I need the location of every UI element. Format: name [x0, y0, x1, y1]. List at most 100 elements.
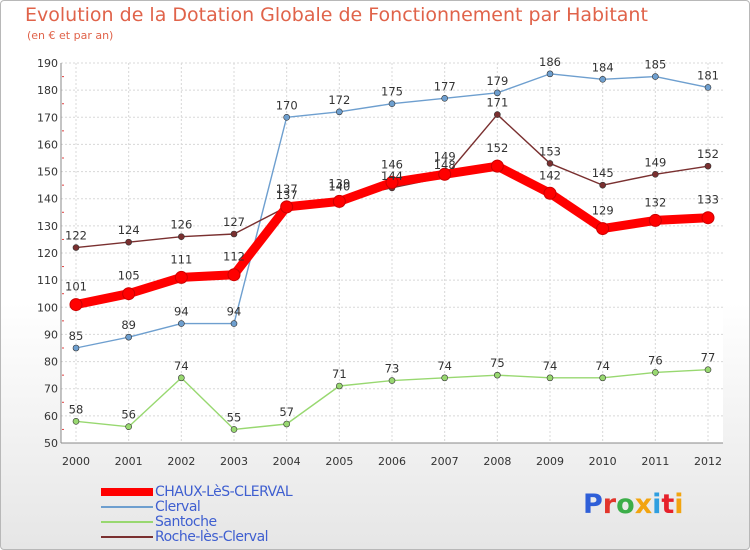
- data-label: 74: [174, 359, 189, 373]
- logo-letter: t: [661, 489, 675, 520]
- y-tick-label: 180: [37, 84, 58, 97]
- data-label: 105: [118, 269, 140, 283]
- data-point: [599, 181, 606, 189]
- legend-label: Clerval: [155, 499, 201, 515]
- data-label: 149: [644, 155, 666, 169]
- data-point: [230, 426, 238, 433]
- data-label: 112: [223, 250, 245, 264]
- data-point: [125, 333, 132, 341]
- data-label: 144: [381, 169, 403, 183]
- data-point: [543, 186, 557, 200]
- data-label: 172: [328, 93, 350, 107]
- legend-label: Roche-lès-Clerval: [155, 529, 269, 545]
- y-tick-label: 80: [44, 356, 58, 369]
- data-label: 140: [328, 180, 350, 194]
- data-label: 124: [118, 223, 140, 237]
- data-point: [72, 344, 80, 352]
- chart-subtitle: (en € et par an): [27, 29, 114, 42]
- data-label: 145: [592, 166, 614, 180]
- data-point: [546, 374, 554, 382]
- data-point: [494, 111, 501, 118]
- legend-swatch: [101, 536, 153, 538]
- legend-label: CHAUX-LèS-CLERVAL: [155, 484, 293, 500]
- data-label: 148: [434, 158, 456, 172]
- logo-letter: i: [674, 489, 684, 520]
- data-point: [178, 320, 185, 327]
- data-label: 179: [486, 74, 508, 88]
- data-label: 89: [121, 318, 136, 332]
- data-point: [494, 371, 501, 379]
- data-label: 101: [65, 280, 87, 294]
- data-label: 129: [592, 204, 614, 218]
- data-point: [704, 84, 712, 91]
- data-point: [546, 70, 554, 78]
- y-tick-label: 50: [44, 437, 58, 450]
- data-label: 177: [434, 79, 456, 93]
- logo-letter: r: [602, 489, 617, 520]
- data-labels: 58 56 74 55 57 71 73 74 75 74 74 76 77 85 89 94 94 170 172…: [65, 55, 719, 425]
- data-label: 152: [697, 147, 719, 161]
- data-point: [385, 175, 399, 189]
- x-tick-label: 2008: [483, 455, 511, 468]
- y-tick-label: 120: [37, 247, 58, 260]
- x-tick-label: 2006: [378, 455, 406, 468]
- x-tick-label: 2011: [641, 455, 669, 468]
- data-label: 126: [170, 218, 192, 232]
- y-tick-label: 90: [44, 328, 58, 341]
- y-tick-label: 160: [37, 138, 58, 151]
- data-point: [332, 194, 346, 208]
- y-tick-label: 100: [37, 301, 58, 314]
- data-point: [227, 268, 241, 282]
- data-label: 137: [276, 182, 298, 196]
- data-label: 185: [644, 58, 666, 72]
- data-point: [701, 211, 715, 225]
- x-tick-label: 2012: [694, 455, 722, 468]
- data-label: 74: [543, 359, 558, 373]
- data-point: [178, 233, 185, 241]
- data-point: [388, 377, 396, 384]
- data-label: 142: [539, 168, 561, 182]
- data-point: [125, 238, 132, 246]
- data-label: 85: [69, 329, 84, 343]
- legend-swatch: [101, 488, 153, 496]
- data-point: [230, 320, 238, 327]
- series-group: [69, 70, 715, 433]
- data-point: [599, 75, 606, 83]
- data-label: 175: [381, 85, 403, 99]
- data-point: [230, 230, 238, 238]
- data-point: [72, 417, 80, 425]
- data-label: 170: [276, 98, 298, 112]
- data-label: 94: [174, 305, 189, 319]
- y-tick-label: 70: [44, 383, 58, 396]
- data-point: [652, 369, 659, 376]
- data-point: [441, 94, 448, 102]
- data-point: [704, 366, 712, 374]
- logo-letter: P: [583, 489, 603, 520]
- y-tick-label: 130: [37, 220, 58, 233]
- x-tick-label: 2004: [273, 455, 301, 468]
- data-point: [174, 270, 188, 284]
- data-point: [704, 162, 712, 170]
- data-label: 56: [121, 408, 136, 422]
- data-point: [72, 244, 80, 251]
- data-point: [125, 423, 132, 431]
- legend-swatch: [101, 506, 153, 508]
- data-label: 74: [595, 359, 610, 373]
- data-label: 58: [69, 402, 84, 416]
- data-point: [283, 113, 290, 121]
- data-label: 75: [490, 356, 505, 370]
- y-tick-label: 140: [37, 193, 58, 206]
- data-point: [336, 108, 343, 116]
- data-point: [336, 382, 343, 390]
- y-tick-label: 170: [37, 111, 58, 124]
- legend-swatch: [101, 521, 153, 523]
- data-label: 146: [381, 157, 403, 171]
- data-point: [490, 159, 504, 173]
- logo-letter: x: [634, 489, 653, 520]
- data-point: [69, 298, 83, 312]
- data-label: 152: [486, 141, 508, 155]
- data-point: [122, 287, 136, 301]
- data-label: 137: [276, 188, 298, 202]
- y-tick-label: 110: [37, 274, 58, 287]
